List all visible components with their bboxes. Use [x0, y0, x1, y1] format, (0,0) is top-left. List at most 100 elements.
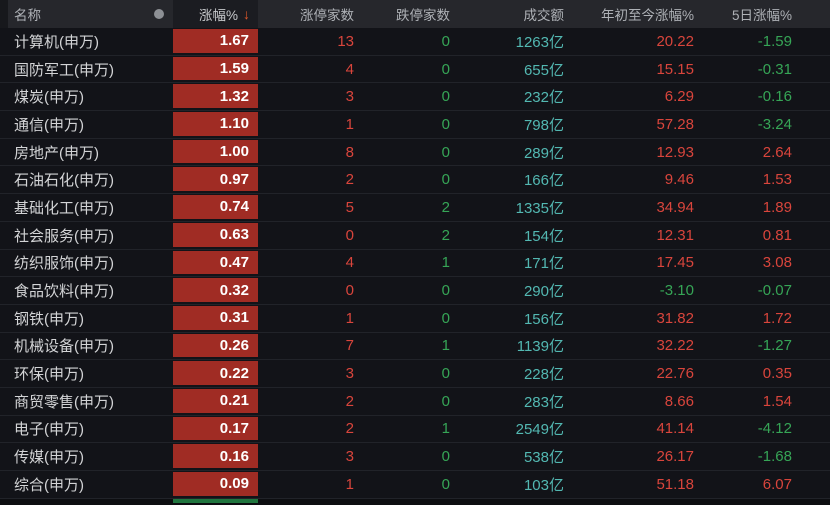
- turnover-value: 289亿: [523, 144, 564, 162]
- table-row[interactable]: 基础化工(申万) 0.74 5 2 1335亿 34.94 1.89: [0, 194, 830, 222]
- column-header-change-label: 涨幅%: [198, 8, 238, 23]
- table-row[interactable]: 计算机(申万) 1.67 13 0 1263亿 20.22 -1.59: [0, 28, 830, 56]
- table-row[interactable]: 电子(申万) 0.17 2 1 2549亿 41.14 -4.12: [0, 415, 830, 444]
- table-row[interactable]: 综合(申万) 0.09 1 0 103亿 51.18 6.07: [0, 471, 830, 499]
- change-percent-cell: 0.21: [173, 388, 258, 415]
- limit-up-count: 4: [345, 254, 354, 272]
- turnover-value: 1263亿: [515, 33, 564, 51]
- limit-up-count: 2: [345, 420, 354, 438]
- change-percent-value: 0.16: [173, 444, 258, 468]
- five-day-change-value: 0.81: [762, 226, 792, 244]
- column-header-5day-change[interactable]: 5日涨幅%: [731, 8, 792, 23]
- sector-name: 纺织服饰(申万): [14, 255, 114, 273]
- ytd-change-value: 51.18: [656, 475, 694, 493]
- turnover-value: 154亿: [523, 227, 564, 245]
- change-percent-value: 0.31: [173, 305, 258, 330]
- sector-name: 房地产(申万): [14, 144, 99, 162]
- five-day-change-value: -0.16: [757, 88, 792, 106]
- five-day-change-value: 1.89: [762, 198, 792, 216]
- turnover-value: 156亿: [523, 310, 564, 328]
- five-day-change-value: 3.08: [762, 254, 792, 272]
- turnover-value: 2549亿: [515, 421, 564, 439]
- sector-name: 社会服务(申万): [14, 227, 114, 245]
- change-percent-cell: 0.31: [173, 305, 258, 332]
- table-row[interactable]: 传媒(申万) 0.16 3 0 538亿 26.17 -1.68: [0, 443, 830, 471]
- ytd-change-value: 34.94: [656, 198, 694, 216]
- record-dot-icon[interactable]: [154, 9, 164, 19]
- limit-up-count: 13: [337, 32, 354, 50]
- column-header-name[interactable]: 名称: [0, 0, 173, 28]
- table-row[interactable]: 煤炭(申万) 1.32 3 0 232亿 6.29 -0.16: [0, 83, 830, 112]
- sector-name: 食品饮料(申万): [14, 283, 114, 301]
- five-day-change-value: -1.59: [757, 32, 792, 50]
- turnover-value: 171亿: [523, 255, 564, 273]
- change-percent-value: 0.09: [173, 472, 258, 496]
- ytd-change-value: 9.46: [664, 171, 694, 189]
- table-row[interactable]: 房地产(申万) 1.00 8 0 289亿 12.93 2.64: [0, 138, 830, 167]
- table-row[interactable]: 石油石化(申万) 0.97 2 0 166亿 9.46 1.53: [0, 166, 830, 195]
- turnover-value: 655亿: [523, 61, 564, 79]
- sector-name: 综合(申万): [14, 476, 84, 494]
- column-header-change-percent[interactable]: 涨幅% ↓: [173, 0, 258, 28]
- limit-down-count: 0: [441, 365, 450, 383]
- table-row[interactable]: 纺织服饰(申万) 0.47 4 1 171亿 17.45 3.08: [0, 249, 830, 278]
- limit-up-count: 5: [345, 198, 354, 216]
- ytd-change-value: 6.29: [664, 88, 694, 106]
- change-percent-value: 0.32: [173, 278, 258, 302]
- change-percent-value: 0.63: [173, 222, 258, 247]
- change-percent-value: 0.97: [173, 167, 258, 192]
- change-percent-value: 1.67: [173, 29, 258, 53]
- sector-name: 国防军工(申万): [14, 61, 114, 79]
- limit-down-count: 2: [441, 226, 450, 244]
- turnover-value: 283亿: [523, 393, 564, 411]
- five-day-change-value: 2.64: [762, 143, 792, 161]
- ytd-change-value: -3.10: [659, 282, 694, 300]
- turnover-value: 166亿: [523, 172, 564, 190]
- limit-up-count: 4: [345, 60, 354, 78]
- five-day-change-value: -4.12: [757, 420, 792, 438]
- table-row[interactable]: 社会服务(申万) 0.63 0 2 154亿 12.31 0.81: [0, 221, 830, 250]
- table-row[interactable]: 商贸零售(申万) 0.21 2 0 283亿 8.66 1.54: [0, 387, 830, 416]
- table-row[interactable]: 机械设备(申万) 0.26 7 1 1139亿 32.22 -1.27: [0, 332, 830, 361]
- change-percent-cell: 0.74: [173, 194, 258, 221]
- change-percent-value: 1.00: [173, 139, 258, 164]
- limit-up-count: 3: [345, 365, 354, 383]
- change-percent-cell: 0.97: [173, 166, 258, 193]
- five-day-change-value: 1.72: [762, 309, 792, 327]
- change-percent-cell: 0.17: [173, 416, 258, 443]
- limit-down-count: 0: [441, 282, 450, 300]
- limit-up-count: 0: [345, 282, 354, 300]
- change-percent-cell: 1.10: [173, 111, 258, 138]
- turnover-value: 228亿: [523, 366, 564, 384]
- limit-up-count: 1: [345, 475, 354, 493]
- change-percent-cell: 1.59: [173, 56, 258, 83]
- table-row[interactable]: 国防军工(申万) 1.59 4 0 655亿 15.15 -0.31: [0, 55, 830, 84]
- limit-up-count: 3: [345, 448, 354, 466]
- limit-up-count: 1: [345, 115, 354, 133]
- change-percent-value: 0.47: [173, 250, 258, 275]
- change-percent-value: 0.17: [173, 416, 258, 441]
- column-header-limit-down-count[interactable]: 跌停家数: [396, 8, 450, 23]
- sector-name: 环保(申万): [14, 366, 84, 384]
- ytd-change-value: 32.22: [656, 337, 694, 355]
- table-row[interactable]: 钢铁(申万) 0.31 1 0 156亿 31.82 1.72: [0, 304, 830, 333]
- column-header-limit-up-count[interactable]: 涨停家数: [300, 8, 354, 23]
- ytd-change-value: 22.76: [656, 365, 694, 383]
- limit-down-count: 0: [441, 392, 450, 410]
- sector-name: 煤炭(申万): [14, 89, 84, 107]
- table-row[interactable]: 食品饮料(申万) 0.32 0 0 290亿 -3.10 -0.07: [0, 277, 830, 305]
- sector-name: 机械设备(申万): [14, 338, 114, 356]
- sort-descending-icon: ↓: [243, 6, 250, 22]
- five-day-change-value: 1.53: [762, 171, 792, 189]
- table-row[interactable]: 环保(申万) 0.22 3 0 228亿 22.76 0.35: [0, 360, 830, 388]
- change-percent-cell: 0.26: [173, 333, 258, 360]
- limit-down-count: 2: [441, 198, 450, 216]
- change-percent-value: 0.74: [173, 195, 258, 219]
- ytd-change-value: 12.31: [656, 226, 694, 244]
- sector-name: 基础化工(申万): [14, 199, 114, 217]
- table-row[interactable]: 通信(申万) 1.10 1 0 798亿 57.28 -3.24: [0, 111, 830, 139]
- five-day-change-value: 6.07: [762, 475, 792, 493]
- column-header-ytd-change[interactable]: 年初至今涨幅%: [600, 8, 694, 23]
- column-header-turnover[interactable]: 成交额: [523, 8, 565, 23]
- sector-name: 计算机(申万): [14, 33, 99, 51]
